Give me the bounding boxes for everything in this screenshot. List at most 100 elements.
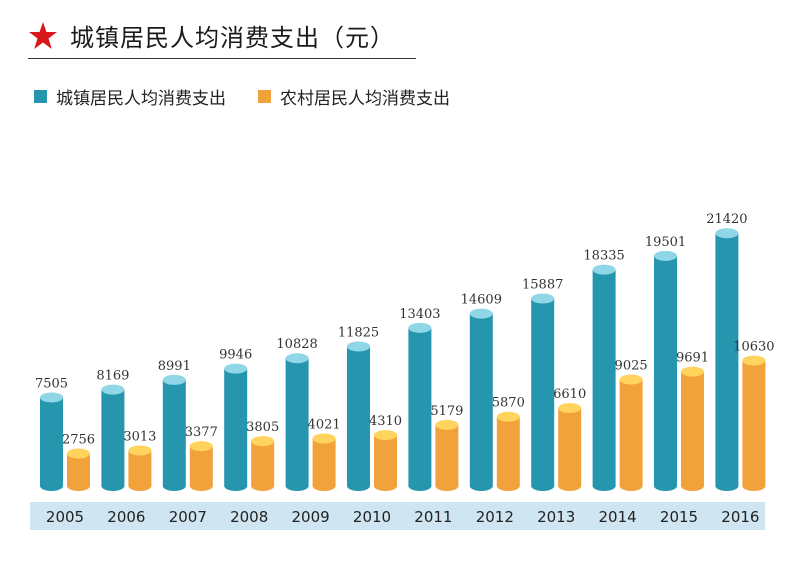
data-label-rural-2014: 9025 — [615, 359, 648, 374]
bar-urban-2016 — [715, 233, 739, 486]
legend-label-rural: 农村居民人均消费支出 — [280, 89, 450, 109]
bar-urban-base-2015 — [654, 481, 677, 491]
bar-urban-2012 — [469, 313, 493, 486]
bar-rural-cap-2012 — [496, 411, 520, 422]
bar-rural-base-2015 — [681, 481, 704, 491]
x-tick-label-2008: 2008 — [230, 508, 268, 526]
x-tick-label-2005: 2005 — [46, 508, 84, 526]
bar-rural-base-2010 — [374, 481, 397, 491]
bar-rural-2008 — [251, 441, 275, 486]
bar-rural-base-2014 — [619, 481, 643, 491]
bar-rural-2007 — [189, 446, 213, 486]
bar-urban-2014 — [592, 269, 616, 486]
bar-rural-2016 — [742, 360, 766, 486]
data-label-urban-2016: 21420 — [706, 212, 747, 227]
data-label-rural-2012: 5870 — [492, 396, 525, 411]
data-label-urban-2012: 14609 — [461, 293, 502, 308]
bar-rural-base-2013 — [558, 481, 582, 491]
bar-rural-cap-2010 — [374, 430, 397, 441]
data-label-rural-2006: 3013 — [123, 429, 156, 444]
data-label-urban-2006: 8169 — [96, 369, 129, 384]
bar-rural-cap-2013 — [558, 403, 582, 414]
legend-item-rural: 农村居民人均消费支出 — [258, 84, 450, 109]
bar-urban-base-2008 — [224, 481, 248, 491]
bar-urban-2009 — [285, 358, 309, 486]
bar-urban-base-2016 — [715, 481, 739, 491]
legend-label-urban: 城镇居民人均消费支出 — [56, 89, 226, 109]
x-tick-label-2012: 2012 — [476, 508, 514, 526]
legend-swatch-rural — [258, 90, 271, 103]
chart-title: 城镇居民人均消费支出（元） — [70, 24, 395, 52]
legend-item-urban: 城镇居民人均消费支出 — [34, 84, 226, 109]
bar-rural-base-2016 — [742, 481, 766, 491]
bar-rural-2012 — [496, 416, 520, 486]
data-label-rural-2011: 5179 — [430, 404, 463, 419]
bar-urban-base-2012 — [469, 481, 493, 491]
data-label-urban-2008: 9946 — [219, 348, 252, 363]
x-tick-label-2007: 2007 — [169, 508, 207, 526]
bar-urban-2015 — [654, 255, 677, 486]
data-label-rural-2015: 9691 — [676, 351, 709, 366]
x-axis-band — [30, 502, 765, 530]
bar-rural-base-2005 — [67, 481, 90, 491]
x-tick-label-2014: 2014 — [599, 508, 637, 526]
data-label-urban-2011: 13403 — [399, 307, 440, 322]
bar-urban-cap-2012 — [469, 308, 493, 319]
bar-rural-cap-2016 — [742, 355, 766, 366]
bar-urban-2008 — [224, 368, 248, 486]
bar-urban-cap-2016 — [715, 228, 739, 239]
data-label-urban-2010: 11825 — [338, 325, 379, 340]
star-icon — [29, 21, 57, 49]
data-label-rural-2008: 3805 — [246, 420, 279, 435]
bar-rural-cap-2005 — [67, 448, 90, 459]
x-tick-label-2010: 2010 — [353, 508, 391, 526]
bar-urban-2011 — [408, 327, 432, 486]
bar-urban-base-2013 — [531, 481, 555, 491]
bar-rural-2013 — [558, 408, 582, 486]
bar-urban-base-2007 — [162, 481, 186, 491]
bar-urban-cap-2010 — [347, 341, 370, 352]
data-label-urban-2013: 15887 — [522, 278, 563, 293]
bar-urban-base-2011 — [408, 481, 432, 491]
data-label-rural-2005: 2756 — [62, 432, 95, 447]
legend-swatch-urban — [34, 90, 47, 103]
bar-rural-base-2011 — [435, 481, 459, 491]
bar-urban-base-2014 — [592, 481, 616, 491]
bar-rural-base-2009 — [312, 481, 336, 491]
data-label-rural-2016: 10630 — [733, 340, 774, 355]
bar-urban-cap-2006 — [101, 384, 125, 395]
data-label-urban-2007: 8991 — [158, 359, 191, 374]
data-label-urban-2014: 18335 — [583, 249, 624, 264]
bar-rural-base-2006 — [128, 481, 152, 491]
x-tick-label-2011: 2011 — [414, 508, 452, 526]
bar-rural-2006 — [128, 450, 152, 486]
data-label-urban-2009: 10828 — [276, 337, 317, 352]
bar-urban-base-2006 — [101, 481, 125, 491]
bar-rural-base-2012 — [496, 481, 520, 491]
bar-rural-cap-2015 — [681, 366, 704, 377]
bar-rural-2011 — [435, 424, 459, 486]
bar-urban-cap-2005 — [40, 392, 63, 403]
bar-rural-cap-2006 — [128, 445, 152, 456]
x-tick-label-2016: 2016 — [721, 508, 759, 526]
x-tick-label-2013: 2013 — [537, 508, 575, 526]
bar-rural-2010 — [374, 435, 397, 486]
bar-rural-2009 — [312, 438, 336, 486]
title-underline — [28, 58, 416, 59]
bar-rural-2005 — [67, 453, 90, 486]
x-tick-label-2006: 2006 — [107, 508, 145, 526]
bar-urban-base-2005 — [40, 481, 63, 491]
bar-rural-base-2008 — [251, 481, 275, 491]
data-label-rural-2010: 4310 — [369, 414, 402, 429]
bar-urban-2010 — [347, 346, 370, 486]
bar-rural-cap-2008 — [251, 436, 275, 447]
bar-rural-cap-2011 — [435, 419, 459, 430]
bar-urban-base-2009 — [285, 481, 309, 491]
bar-urban-2005 — [40, 397, 63, 486]
bar-urban-cap-2008 — [224, 363, 248, 374]
data-label-urban-2005: 7505 — [35, 376, 68, 391]
bar-urban-cap-2015 — [654, 250, 677, 261]
data-label-rural-2013: 6610 — [553, 387, 586, 402]
bar-rural-2014 — [619, 379, 643, 486]
